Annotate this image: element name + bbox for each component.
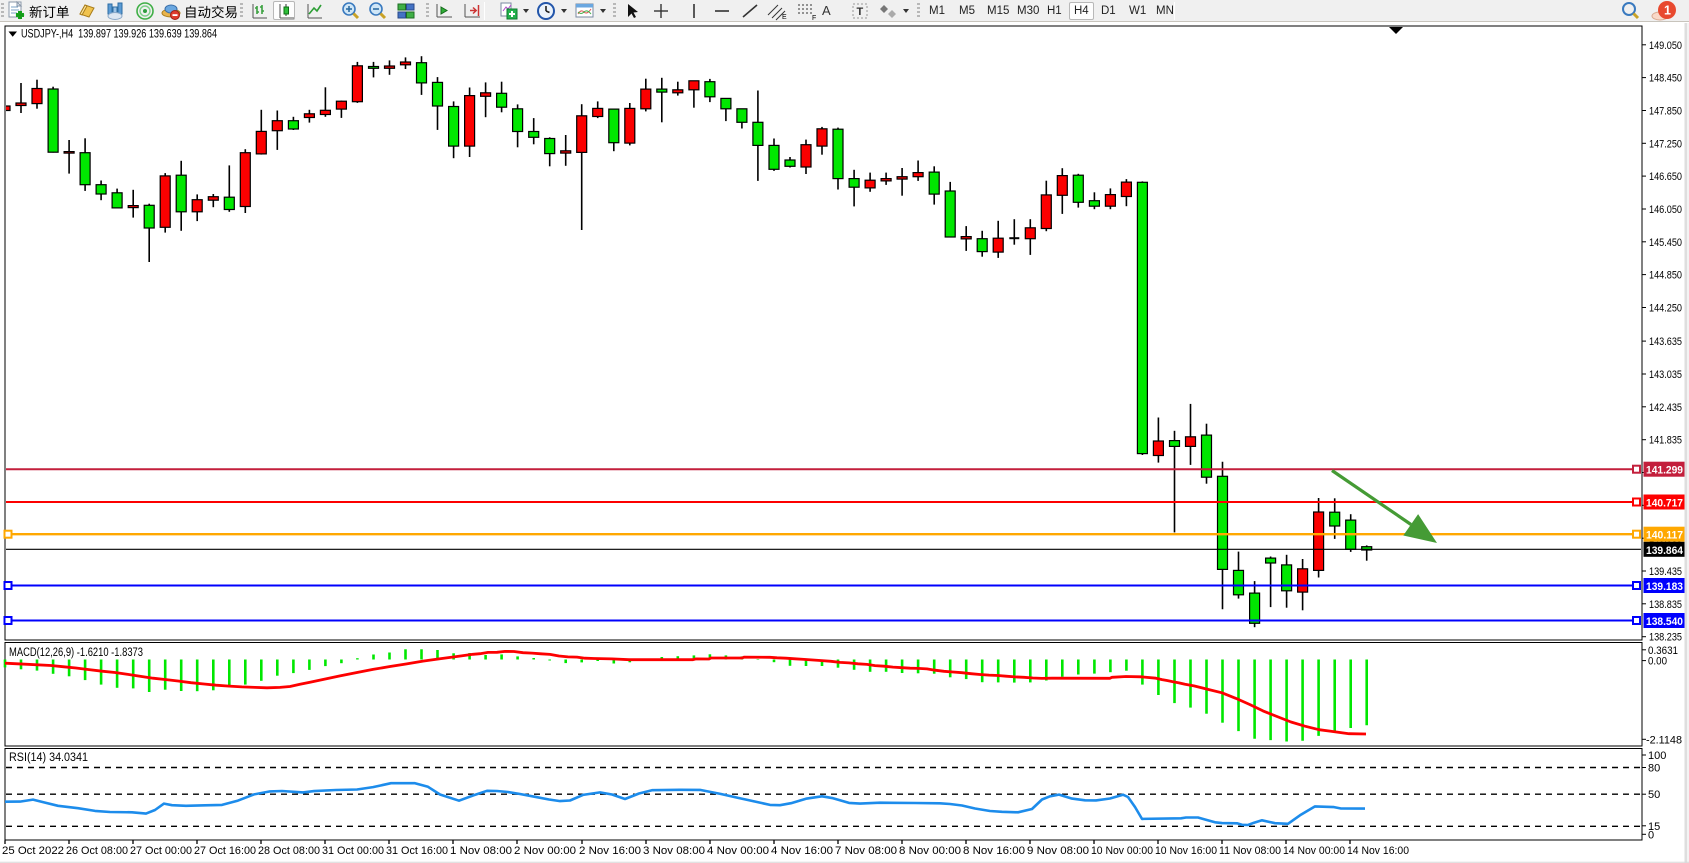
svg-text:100: 100 (1648, 750, 1666, 762)
svg-text:0.3631: 0.3631 (1648, 645, 1678, 657)
svg-text:14 Nov 16:00: 14 Nov 16:00 (1347, 845, 1409, 857)
svg-text:31 Oct 16:00: 31 Oct 16:00 (386, 845, 448, 857)
svg-text:146.050: 146.050 (1649, 204, 1682, 216)
svg-text:8 Nov 16:00: 8 Nov 16:00 (963, 845, 1025, 857)
svg-text:7 Nov 08:00: 7 Nov 08:00 (835, 845, 897, 857)
svg-text:139.183: 139.183 (1646, 581, 1683, 593)
svg-text:148.450: 148.450 (1649, 73, 1682, 85)
svg-text:31 Oct 00:00: 31 Oct 00:00 (322, 845, 384, 857)
svg-text:2 Nov 00:00: 2 Nov 00:00 (514, 845, 576, 857)
svg-text:14 Nov 00:00: 14 Nov 00:00 (1283, 845, 1345, 857)
svg-text:25 Oct 2022: 25 Oct 2022 (2, 845, 64, 857)
svg-text:4 Nov 16:00: 4 Nov 16:00 (771, 845, 833, 857)
svg-text:0.00: 0.00 (1648, 656, 1667, 668)
svg-text:80: 80 (1648, 763, 1660, 775)
svg-text:147.850: 147.850 (1649, 106, 1682, 118)
svg-text:8 Nov 00:00: 8 Nov 00:00 (899, 845, 961, 857)
svg-text:145.450: 145.450 (1649, 237, 1682, 249)
svg-text:144.850: 144.850 (1649, 270, 1682, 282)
svg-text:F: F (812, 15, 816, 21)
svg-text:T: T (857, 6, 864, 18)
svg-text:15: 15 (1648, 821, 1660, 833)
svg-text:3 Nov 08:00: 3 Nov 08:00 (643, 845, 705, 857)
svg-text:1: 1 (1664, 4, 1671, 18)
svg-text:139.435: 139.435 (1649, 566, 1682, 578)
svg-text:149.050: 149.050 (1649, 40, 1682, 52)
svg-text:2 Nov 16:00: 2 Nov 16:00 (579, 845, 641, 857)
svg-text:143.635: 143.635 (1649, 336, 1682, 348)
svg-text:1 Nov 08:00: 1 Nov 08:00 (450, 845, 512, 857)
svg-text:140.117: 140.117 (1646, 530, 1683, 542)
svg-text:RSI(14) 34.0341: RSI(14) 34.0341 (9, 752, 88, 764)
svg-text:147.250: 147.250 (1649, 138, 1682, 150)
svg-text:0: 0 (1648, 829, 1654, 841)
svg-text:27 Oct 16:00: 27 Oct 16:00 (194, 845, 256, 857)
svg-text:141.299: 141.299 (1646, 465, 1683, 477)
svg-text:9 Nov 08:00: 9 Nov 08:00 (1027, 845, 1089, 857)
svg-text:26 Oct 08:00: 26 Oct 08:00 (66, 845, 128, 857)
svg-text:11 Nov 08:00: 11 Nov 08:00 (1219, 845, 1281, 857)
svg-text:10 Nov 16:00: 10 Nov 16:00 (1155, 845, 1217, 857)
svg-text:144.250: 144.250 (1649, 303, 1682, 315)
svg-text:10 Nov 00:00: 10 Nov 00:00 (1091, 845, 1153, 857)
svg-text:27 Oct 00:00: 27 Oct 00:00 (130, 845, 192, 857)
svg-text:50: 50 (1648, 789, 1660, 801)
svg-text:E: E (782, 14, 787, 21)
svg-text:4 Nov 00:00: 4 Nov 00:00 (707, 845, 769, 857)
svg-text:MACD(12,26,9) -1.6210 -1.8373: MACD(12,26,9) -1.6210 -1.8373 (9, 647, 143, 659)
svg-text:28 Oct 08:00: 28 Oct 08:00 (258, 845, 320, 857)
svg-text:142.435: 142.435 (1649, 402, 1682, 414)
svg-text:146.650: 146.650 (1649, 171, 1682, 183)
svg-text:140.717: 140.717 (1646, 498, 1683, 510)
svg-text:139.864: 139.864 (1646, 545, 1684, 557)
svg-text:-2.1148: -2.1148 (1646, 734, 1682, 746)
svg-text:138.835: 138.835 (1649, 599, 1682, 611)
svg-text:141.835: 141.835 (1649, 435, 1682, 447)
svg-text:138.235: 138.235 (1649, 632, 1682, 644)
svg-text:138.540: 138.540 (1646, 616, 1683, 628)
svg-text:USDJPY-,H4 139.897 139.926 13: USDJPY-,H4 139.897 139.926 139.639 139.8… (21, 29, 217, 41)
svg-text:143.035: 143.035 (1649, 369, 1682, 381)
